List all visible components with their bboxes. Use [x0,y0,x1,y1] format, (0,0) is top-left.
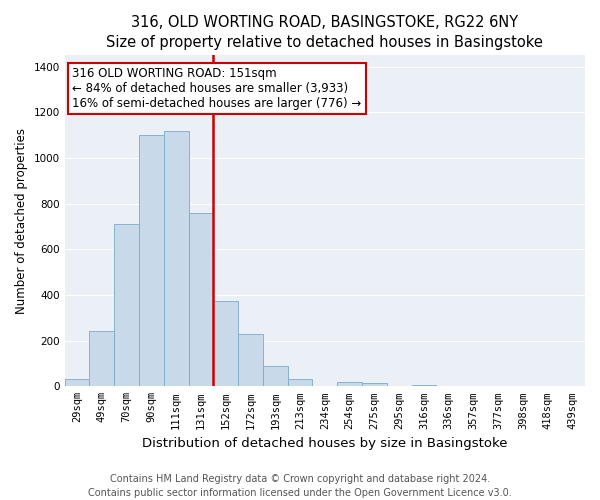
Bar [89,332,114,386]
Bar [114,224,139,386]
Bar [362,383,387,386]
Bar [337,382,362,386]
Bar [164,130,188,386]
Bar [238,334,263,386]
Bar [139,135,164,386]
X-axis label: Distribution of detached houses by size in Basingstoke: Distribution of detached houses by size … [142,437,508,450]
Text: 316 OLD WORTING ROAD: 151sqm
← 84% of detached houses are smaller (3,933)
16% of: 316 OLD WORTING ROAD: 151sqm ← 84% of de… [73,66,362,110]
Bar [263,366,287,386]
Y-axis label: Number of detached properties: Number of detached properties [15,128,28,314]
Bar [412,385,436,386]
Text: Contains HM Land Registry data © Crown copyright and database right 2024.
Contai: Contains HM Land Registry data © Crown c… [88,474,512,498]
Bar [188,212,214,386]
Bar [65,380,89,386]
Bar [287,380,313,386]
Bar [214,300,238,386]
Title: 316, OLD WORTING ROAD, BASINGSTOKE, RG22 6NY
Size of property relative to detach: 316, OLD WORTING ROAD, BASINGSTOKE, RG22… [106,15,543,50]
